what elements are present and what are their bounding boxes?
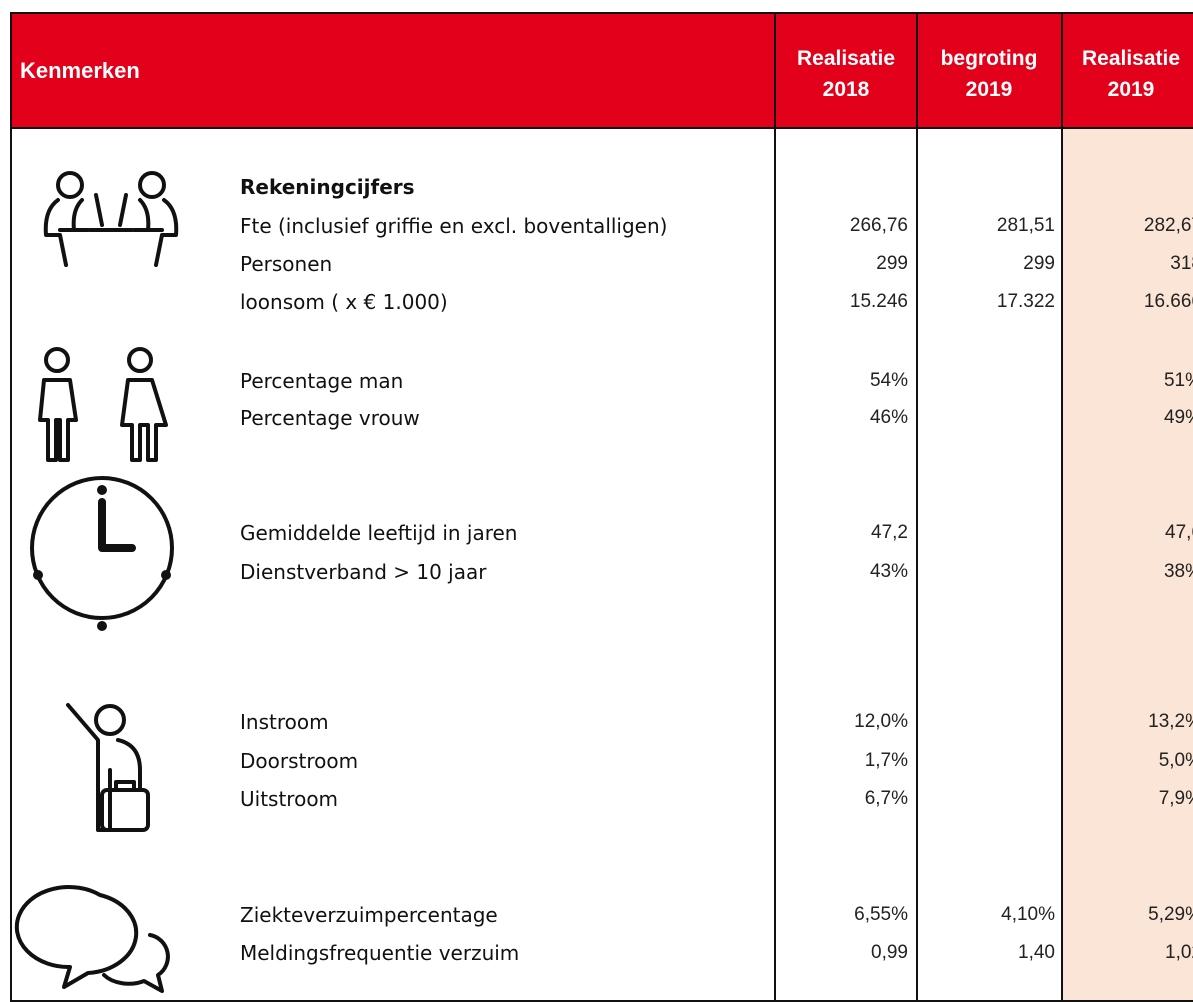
cell-value: 47,2 xyxy=(871,522,908,543)
cell-value: 4,10% xyxy=(1001,904,1055,925)
cell-value: 17.322 xyxy=(996,291,1055,312)
table-border xyxy=(10,12,1193,1002)
cell-value: 51% xyxy=(1163,370,1193,391)
column-header: Realisatie xyxy=(796,47,896,70)
cell-value: 15.246 xyxy=(849,291,908,312)
cell-value: 1,02 xyxy=(1165,942,1193,963)
highlight-column xyxy=(1062,128,1193,1002)
row-label: Percentage vrouw xyxy=(240,406,420,430)
row-label: Dienstverband > 10 jaar xyxy=(240,560,487,584)
cell-value: 1,7% xyxy=(864,750,908,771)
cell-value: 5,0% xyxy=(1158,750,1193,771)
cell-value: 281,51 xyxy=(996,215,1055,236)
cell-value: 0,99 xyxy=(871,942,908,963)
row-label: loonsom ( x € 1.000) xyxy=(240,290,448,314)
column-header: begroting xyxy=(940,47,1038,70)
icon-office xyxy=(43,171,179,267)
icon-gender xyxy=(38,347,168,462)
cell-value: 6,7% xyxy=(864,788,908,809)
row-label: Gemiddelde leeftijd in jaren xyxy=(240,521,518,545)
row-label: Ziekteverzuimpercentage xyxy=(240,903,498,927)
icons xyxy=(14,171,179,993)
icon-traveller xyxy=(66,703,150,832)
cell-value: 46% xyxy=(869,407,908,428)
cell-value: 299 xyxy=(1023,253,1055,274)
cell-value: 54% xyxy=(869,370,908,391)
column-header: 2019 xyxy=(1107,78,1155,101)
row-label: Personen xyxy=(240,252,333,276)
header-band xyxy=(12,14,1193,128)
cell-value: 47,6 xyxy=(1165,522,1193,543)
cell-value: 6,55% xyxy=(854,904,908,925)
row-label: Instroom xyxy=(240,710,329,734)
row-label: Fte (inclusief griffie en excl. bovental… xyxy=(240,214,668,238)
icon-chat xyxy=(14,885,170,993)
cell-value: 318 xyxy=(1170,253,1193,274)
cell-value: 1,40 xyxy=(1018,942,1055,963)
cell-value: 12,0% xyxy=(854,711,908,732)
cell-value: 299 xyxy=(876,253,908,274)
cell-value: 282,67 xyxy=(1143,215,1193,236)
row-label: Percentage man xyxy=(240,369,404,393)
cell-value: 49% xyxy=(1163,407,1193,428)
cell-value: 43% xyxy=(869,561,908,582)
row-label: Doorstroom xyxy=(240,749,359,773)
row-label: Uitstroom xyxy=(240,787,339,811)
icon-clock xyxy=(30,476,174,631)
cell-value: 266,76 xyxy=(849,215,908,236)
column-header: 2019 xyxy=(965,78,1013,101)
row-label: Meldingsfrequentie verzuim xyxy=(240,941,520,965)
column-header: Realisatie xyxy=(1081,47,1181,70)
column-line xyxy=(916,14,918,1000)
cell-value: 5,29% xyxy=(1148,904,1193,925)
column-line xyxy=(1061,14,1063,1000)
cell-value: 7,9% xyxy=(1158,788,1193,809)
group-heading: Rekeningcijfers xyxy=(240,175,415,199)
header-title: Kenmerken xyxy=(20,58,140,83)
cell-value: 13,2% xyxy=(1148,711,1193,732)
column-header: 2018 xyxy=(822,78,870,101)
header-line xyxy=(12,127,1193,129)
cell-value: 16.666 xyxy=(1143,291,1193,312)
cell-value: 38% xyxy=(1163,561,1193,582)
column-line xyxy=(774,14,776,1000)
